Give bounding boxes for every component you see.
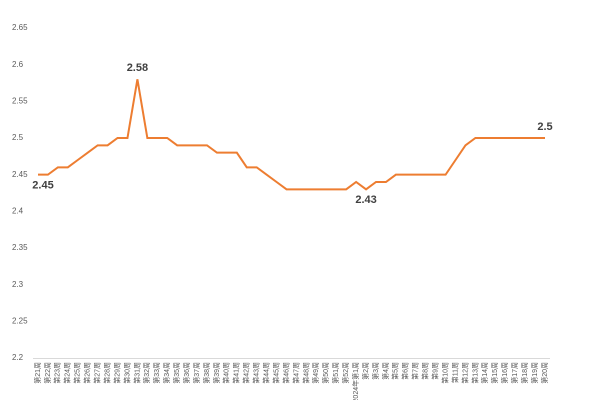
x-tick-label: 第40周 — [222, 362, 231, 384]
data-label: 2.43 — [355, 194, 376, 206]
x-tick-label: 第23周 — [53, 362, 62, 384]
x-tick-label: 第3周 — [371, 362, 380, 380]
y-tick-label: 2.3 — [12, 280, 24, 289]
x-tick-label: 第26周 — [83, 362, 92, 384]
data-label: 2.45 — [32, 180, 53, 192]
x-tick-label: 第5周 — [391, 362, 400, 380]
x-tick-label: 第37周 — [192, 362, 201, 384]
x-tick-label: 第6周 — [401, 362, 410, 380]
x-tick-label: 第25周 — [73, 362, 82, 384]
x-tick-label: 第2周 — [361, 362, 370, 380]
x-tick-label: 第48周 — [301, 362, 310, 384]
x-tick-label: 第50周 — [321, 362, 330, 384]
x-tick-label: 第14周 — [480, 362, 489, 384]
x-tick-label: 第45周 — [271, 362, 280, 384]
x-tick-label: 第19周 — [530, 362, 539, 384]
x-tick-label: 第35周 — [172, 362, 181, 384]
x-tick-label: 2024年第1周 — [351, 362, 360, 400]
data-label: 2.58 — [127, 62, 148, 74]
x-tick-label: 第12周 — [460, 362, 469, 384]
x-tick-label: 第27周 — [92, 362, 101, 384]
x-tick-label: 第32周 — [142, 362, 151, 384]
x-tick-label: 第34周 — [162, 362, 171, 384]
x-tick-label: 第28周 — [102, 362, 111, 384]
x-tick-label: 第52周 — [341, 362, 350, 384]
x-tick-label: 第33周 — [152, 362, 161, 384]
x-tick-label: 第24周 — [63, 362, 72, 384]
y-tick-label: 2.4 — [12, 206, 24, 215]
x-tick-label: 第18周 — [520, 362, 529, 384]
line — [38, 79, 545, 191]
x-tick-label: 第7周 — [411, 362, 420, 380]
y-tick-label: 2.25 — [12, 316, 28, 325]
x-tick-label: 第38周 — [202, 362, 211, 384]
data-label: 2.5 — [537, 121, 552, 133]
x-tick-label: 第15周 — [490, 362, 499, 384]
y-tick-label: 2.55 — [12, 96, 28, 105]
x-tick-label: 第20周 — [540, 362, 549, 384]
x-tick-label: 第41周 — [232, 362, 241, 384]
x-tick-label: 第51周 — [331, 362, 340, 384]
x-tick-label: 第36周 — [182, 362, 191, 384]
x-tick-label: 第30周 — [122, 362, 131, 384]
x-tick-label: 第9周 — [430, 362, 439, 380]
x-tick-label: 第49周 — [311, 362, 320, 384]
x-tick-label: 第47周 — [291, 362, 300, 384]
y-tick-label: 2.45 — [12, 170, 28, 179]
x-tick-label: 第17周 — [510, 362, 519, 384]
x-tick-label: 第8周 — [421, 362, 430, 380]
x-tick-label: 第10周 — [440, 362, 449, 384]
y-tick-label: 2.65 — [12, 23, 28, 32]
y-tick-label: 2.2 — [12, 353, 24, 362]
x-tick-label: 第22周 — [43, 362, 52, 384]
y-tick-label: 2.35 — [12, 243, 28, 252]
x-tick-label: 第16周 — [500, 362, 509, 384]
y-tick-label: 2.5 — [12, 133, 24, 142]
x-tick-label: 第11周 — [450, 362, 459, 383]
x-tick-label: 第42周 — [242, 362, 251, 384]
y-tick-label: 2.6 — [12, 60, 24, 69]
x-tick-label: 第29周 — [112, 362, 121, 384]
x-tick-label: 第13周 — [470, 362, 479, 384]
x-tick-label: 第31周 — [132, 362, 141, 384]
x-tick-label: 第46周 — [281, 362, 290, 384]
x-tick-label: 第44周 — [261, 362, 270, 384]
x-tick-label: 第21周 — [33, 362, 42, 384]
x-tick-label: 第39周 — [212, 362, 221, 384]
x-tick-label: 第43周 — [252, 362, 261, 384]
x-tick-label: 第4周 — [381, 362, 390, 380]
